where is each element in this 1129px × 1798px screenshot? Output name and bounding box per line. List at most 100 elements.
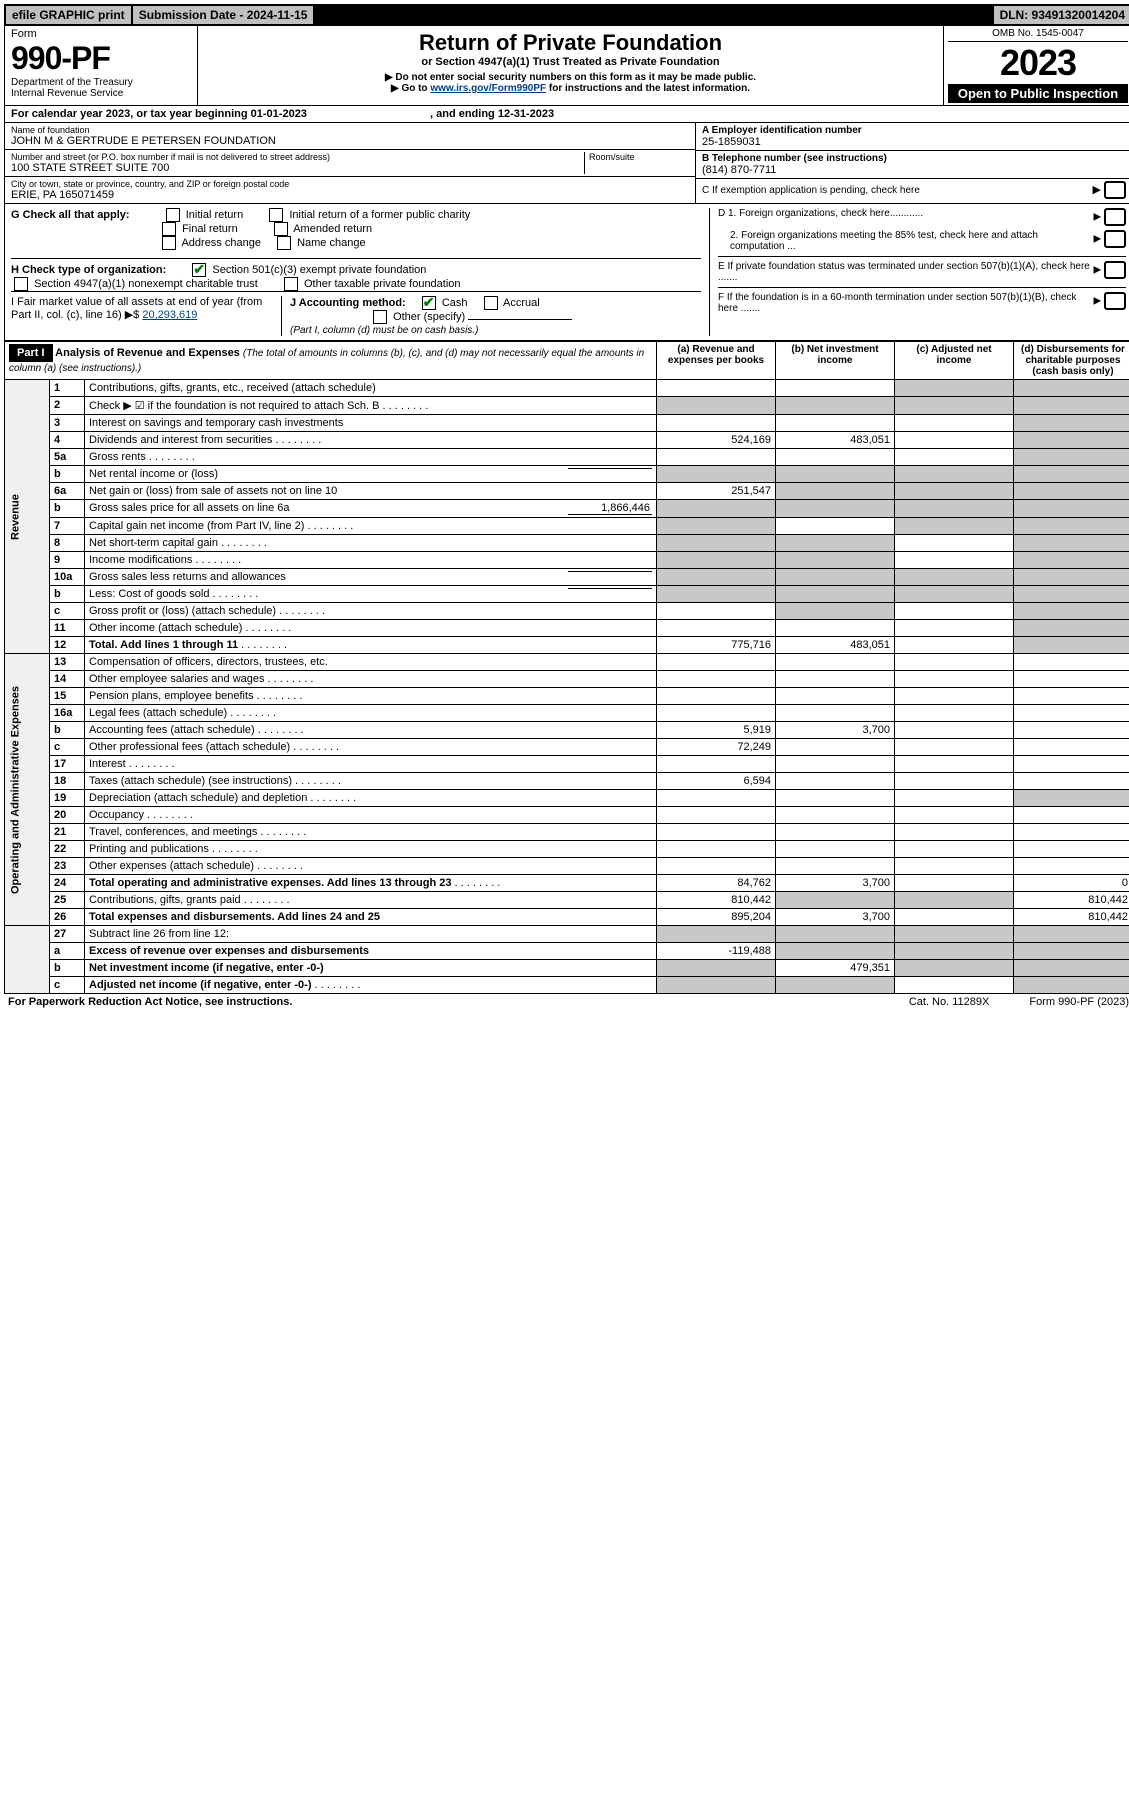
amount-cell	[1014, 790, 1129, 807]
amount-cell	[657, 586, 776, 603]
cb-final[interactable]	[162, 222, 176, 236]
h-other-tax: Other taxable private foundation	[304, 278, 461, 290]
amount-cell	[1014, 858, 1129, 875]
amount-cell	[657, 841, 776, 858]
line-number: 27	[50, 926, 85, 943]
amount-cell	[776, 586, 895, 603]
efile-label[interactable]: efile GRAPHIC print	[6, 6, 133, 24]
table-row: Operating and Administrative Expenses13C…	[5, 654, 1129, 671]
g-label: G Check all that apply:	[11, 209, 130, 221]
pra-notice: For Paperwork Reduction Act Notice, see …	[8, 996, 292, 1008]
foundation-name: JOHN M & GERTRUDE E PETERSEN FOUNDATION	[11, 135, 689, 147]
amount-cell	[657, 654, 776, 671]
ein-value: 25-1859031	[702, 136, 1126, 148]
line-desc: Net rental income or (loss)	[85, 466, 657, 483]
fmv-value[interactable]: 20,293,619	[142, 309, 197, 321]
amount-cell	[657, 397, 776, 415]
amount-cell	[776, 892, 895, 909]
cb-addr-change[interactable]	[162, 236, 176, 250]
cb-accrual[interactable]	[484, 296, 498, 310]
table-row: bAccounting fees (attach schedule) . . .…	[5, 722, 1129, 739]
line-desc: Contributions, gifts, grants, etc., rece…	[85, 380, 657, 397]
g-amended: Amended return	[293, 223, 372, 235]
amount-cell	[1014, 449, 1129, 466]
cb-501c3[interactable]	[192, 263, 206, 277]
line-number: 23	[50, 858, 85, 875]
amount-cell	[1014, 654, 1129, 671]
line-desc: Total. Add lines 1 through 11 . . . . . …	[85, 637, 657, 654]
amount-cell	[1014, 671, 1129, 688]
tax-year-begin: 01-01-2023	[251, 108, 307, 120]
amount-cell	[895, 500, 1014, 518]
table-row: 19Depreciation (attach schedule) and dep…	[5, 790, 1129, 807]
amount-cell	[776, 500, 895, 518]
amount-cell	[1014, 756, 1129, 773]
calyear-mid: , and ending	[430, 108, 498, 120]
form-title: Return of Private Foundation	[206, 30, 935, 56]
col-d-hdr: (d) Disbursements for charitable purpose…	[1014, 342, 1129, 380]
amount-cell	[776, 739, 895, 756]
amount-cell	[895, 909, 1014, 926]
amount-cell: 810,442	[1014, 909, 1129, 926]
amount-cell	[895, 586, 1014, 603]
line-desc: Adjusted net income (if negative, enter …	[85, 977, 657, 994]
street-address: 100 STATE STREET SUITE 700	[11, 162, 584, 174]
cb-d1[interactable]	[1104, 208, 1126, 226]
cb-d2[interactable]	[1104, 230, 1126, 248]
e-label: E If private foundation status was termi…	[718, 261, 1094, 283]
amount-cell	[776, 535, 895, 552]
cb-other-method[interactable]	[373, 310, 387, 324]
line-desc: Travel, conferences, and meetings . . . …	[85, 824, 657, 841]
cb-cash[interactable]	[422, 296, 436, 310]
amount-cell	[657, 620, 776, 637]
cb-4947[interactable]	[14, 277, 28, 291]
cb-other-tax[interactable]	[284, 277, 298, 291]
j-other: Other (specify)	[393, 311, 465, 323]
amount-cell	[776, 449, 895, 466]
form-number: 990-PF	[11, 40, 191, 77]
g-final: Final return	[182, 223, 238, 235]
cb-initial[interactable]	[166, 208, 180, 222]
amount-cell	[895, 603, 1014, 620]
line-number: 2	[50, 397, 85, 415]
amount-cell	[1014, 466, 1129, 483]
line-desc: Accounting fees (attach schedule) . . . …	[85, 722, 657, 739]
c-checkbox[interactable]	[1104, 181, 1126, 199]
dept-label: Department of the Treasury	[11, 77, 191, 88]
irs-link[interactable]: www.irs.gov/Form990PF	[430, 83, 546, 94]
line-desc: Legal fees (attach schedule) . . . . . .…	[85, 705, 657, 722]
line-desc: Occupancy . . . . . . . .	[85, 807, 657, 824]
amount-cell	[895, 466, 1014, 483]
line-desc: Subtract line 26 from line 12:	[85, 926, 657, 943]
line-number: 17	[50, 756, 85, 773]
amount-cell	[895, 535, 1014, 552]
amount-cell	[895, 773, 1014, 790]
cb-f[interactable]	[1104, 292, 1126, 310]
amount-cell	[1014, 483, 1129, 500]
addr-label: Number and street (or P.O. box number if…	[11, 152, 584, 162]
part1-table: Part I Analysis of Revenue and Expenses …	[4, 341, 1129, 994]
cb-name-change[interactable]	[277, 236, 291, 250]
line-number: 11	[50, 620, 85, 637]
dln: DLN: 93491320014204	[994, 6, 1129, 24]
inline-value	[568, 588, 652, 589]
cb-initial-pub[interactable]	[269, 208, 283, 222]
line-desc: Pension plans, employee benefits . . . .…	[85, 688, 657, 705]
amount-cell	[1014, 722, 1129, 739]
header-note1: ▶ Do not enter social security numbers o…	[206, 72, 935, 83]
amount-cell	[1014, 586, 1129, 603]
line-desc: Net short-term capital gain . . . . . . …	[85, 535, 657, 552]
amount-cell: 6,594	[657, 773, 776, 790]
cat-no: Cat. No. 11289X	[909, 996, 990, 1008]
table-row: 20Occupancy . . . . . . . .	[5, 807, 1129, 824]
amount-cell	[776, 943, 895, 960]
amount-cell	[895, 960, 1014, 977]
cb-amended[interactable]	[274, 222, 288, 236]
amount-cell	[895, 807, 1014, 824]
table-row: 4Dividends and interest from securities …	[5, 432, 1129, 449]
table-row: 27Subtract line 26 from line 12:	[5, 926, 1129, 943]
form-subtitle: or Section 4947(a)(1) Trust Treated as P…	[206, 56, 935, 68]
cb-e[interactable]	[1104, 261, 1126, 279]
amount-cell	[657, 449, 776, 466]
tax-year: 2023	[948, 42, 1128, 84]
